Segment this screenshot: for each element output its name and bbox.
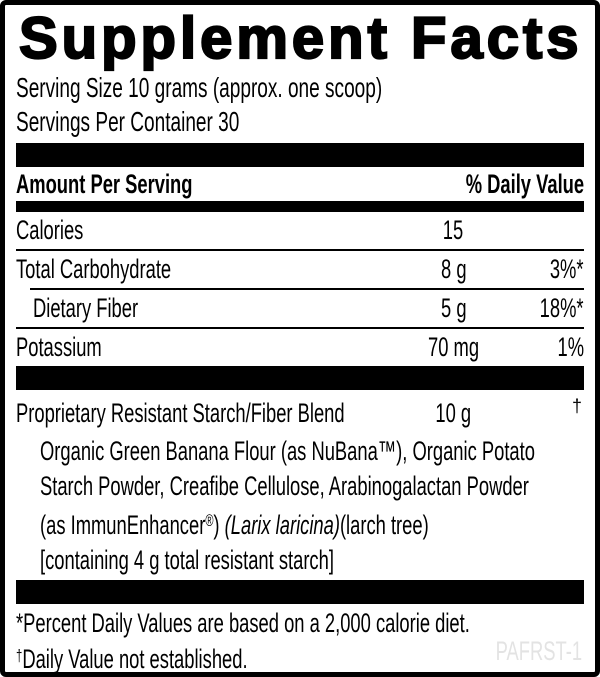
panel-title: Supplement Facts (18, 5, 583, 71)
nutrient-amount: 70 mg (427, 332, 480, 362)
nutrient-name: Potassium (16, 332, 102, 362)
nutrient-row: Calories 15 (16, 212, 584, 249)
nutrient-name: Calories (16, 215, 84, 245)
nutrient-amount: 8 g (440, 254, 467, 284)
nutrient-daily-value: 1% (557, 332, 584, 362)
footnote-text: *Percent Daily Values are based on a 2,0… (16, 608, 470, 638)
blend-row: Proprietary Resistant Starch/Fiber Blend… (16, 390, 584, 434)
nutrient-daily-value: 18%* (540, 293, 584, 323)
footnote-percent-daily-value: *Percent Daily Values are based on a 2,0… (16, 606, 584, 640)
nutrient-row: Total Carbohydrate 8 g 3%* (16, 251, 584, 288)
blend-dagger-symbol: † (571, 396, 582, 416)
divider-rule (30, 288, 584, 290)
separator-bar-thick (16, 366, 584, 390)
text-segment: ) (213, 510, 225, 540)
blend-amount: 10 g (435, 398, 472, 428)
divider-rule (16, 327, 584, 329)
footnote-text: Daily Value not established. (22, 644, 248, 674)
daily-value-header: % Daily Value (465, 169, 584, 199)
dagger-symbol: † (16, 646, 23, 665)
nutrient-row: Potassium 70 mg 1% (16, 329, 584, 366)
nutrient-row: Dietary Fiber 5 g 18%* (16, 290, 584, 327)
blend-detail-line: Starch Powder, Creafibe Cellulose, Arabi… (16, 469, 584, 504)
servings-per-container-line: Servings Per Container 30 (16, 105, 584, 139)
product-code: PAFRST-1 (455, 637, 582, 665)
blend-detail-line: [containing 4 g total resistant starch] (16, 543, 584, 578)
servings-per-container-text: Servings Per Container 30 (16, 106, 240, 137)
nutrient-rows: Calories 15 Total Carbohydrate 8 g 3%* Dietar… (16, 212, 584, 366)
blend-detail-line: Organic Green Banana Flour (as NuBana™),… (16, 434, 584, 469)
text-segment: Organic Green Banana Flour (as NuBana™),… (40, 436, 535, 466)
text-segment: ® (205, 512, 214, 530)
text-segment: (Larix laricina) (224, 510, 340, 540)
text-segment: (as ImmunEnhancer (40, 510, 206, 540)
blend-detail-lines: Organic Green Banana Flour (as NuBana™),… (16, 434, 584, 578)
amount-per-serving-header: Amount Per Serving (16, 169, 193, 199)
text-segment: (larch tree) (339, 510, 429, 540)
separator-bar-thick (16, 580, 584, 604)
blend-name: Proprietary Resistant Starch/Fiber Blend (16, 398, 345, 428)
serving-size-line: Serving Size 10 grams (approx. one scoop… (16, 71, 584, 105)
nutrient-amount: 15 (443, 215, 464, 245)
text-segment: Starch Powder, Creafibe Cellulose, Arabi… (40, 471, 529, 501)
column-header-row: Amount Per Serving % Daily Value (16, 167, 584, 201)
nutrient-name: Dietary Fiber (33, 293, 139, 323)
text-segment: [containing 4 g total resistant starch] (40, 545, 334, 575)
serving-size-text: Serving Size 10 grams (approx. one scoop… (16, 72, 383, 103)
nutrient-name: Total Carbohydrate (16, 254, 172, 284)
blend-detail-line: (as ImmunEnhancer®) (Larix laricina)(lar… (16, 504, 584, 543)
nutrient-amount: 5 g (440, 293, 467, 323)
product-code-text: PAFRST-1 (495, 636, 582, 666)
separator-bar-medium (16, 201, 584, 212)
footnote-daily-value: †Daily Value not established. (16, 640, 584, 674)
divider-rule (16, 249, 584, 251)
nutrient-daily-value: 3%* (550, 254, 584, 284)
separator-bar-thick (16, 143, 584, 167)
